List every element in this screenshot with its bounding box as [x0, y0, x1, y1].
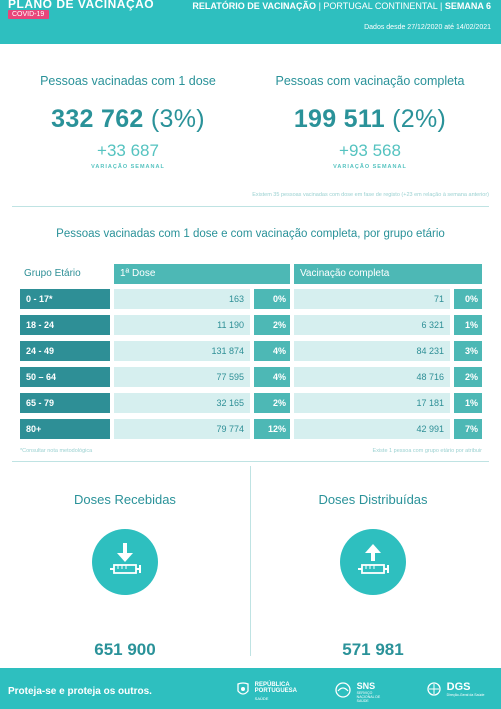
dose-value: 651 900 — [94, 640, 156, 659]
complete-count: 17 181 — [294, 393, 450, 413]
stat-number: 332 762 — [51, 105, 144, 133]
first-dose-percent: 0% — [254, 289, 290, 309]
stat-variation-label: VARIAÇÃO SEMANAL — [91, 164, 165, 170]
sns-title: SNS — [356, 681, 376, 691]
complete-percent: 2% — [454, 367, 482, 387]
syringe-arrow-up-icon — [340, 529, 406, 595]
first-dose-count: 131 874 — [114, 341, 250, 361]
first-dose-count: 77 595 — [114, 367, 250, 387]
page-footer: Proteja-se e proteja os outros. REPÚBLIC… — [0, 668, 501, 709]
report-title: RELATÓRIO DE VACINAÇÃO — [192, 1, 317, 11]
divider — [12, 461, 489, 462]
dose-title: Doses Recebidas — [74, 492, 176, 507]
stat-percent: (3%) — [150, 105, 205, 133]
stat-number: 199 511 — [293, 105, 385, 133]
age-group-cell: 24 - 49 — [20, 341, 110, 361]
footer-slogan: Proteja-se e proteja os outros. — [8, 686, 152, 697]
table-row: 24 - 49 131 874 4% 84 231 3% — [0, 341, 501, 361]
header-age-group: Grupo Etário — [24, 268, 81, 279]
stat-one-dose: Pessoas vacinadas com 1 dose 332 762 (3%… — [13, 74, 243, 170]
unassigned-age-note: Existe 1 pessoa com grupo etário por atr… — [372, 448, 482, 454]
complete-count: 84 231 — [294, 341, 450, 361]
age-group-cell: 18 - 24 — [20, 315, 110, 335]
methodology-note: *Consultar nota metodológica — [20, 448, 93, 454]
registration-note: Existem 35 pessoas vacinadas com dose em… — [252, 192, 489, 198]
stat-value: 199 511 (2%) — [255, 105, 485, 134]
dgs-subtitle: Direção-Geral da Saúde — [446, 693, 485, 697]
complete-count: 6 321 — [294, 315, 450, 335]
first-dose-percent: 4% — [254, 367, 290, 387]
dgs-emblem-icon — [427, 682, 441, 696]
separator: | — [318, 1, 324, 11]
complete-count: 48 716 — [294, 367, 450, 387]
header-complete: Vacinação completa — [294, 264, 482, 284]
first-dose-percent: 2% — [254, 393, 290, 413]
dgs-logo: DGS Direção-Geral da Saúde — [426, 682, 484, 698]
header-first-dose: 1ª Dose — [114, 264, 290, 284]
report-title-line: RELATÓRIO DE VACINAÇÃO | PORTUGAL CONTIN… — [192, 1, 491, 11]
age-group-cell: 80+ — [20, 419, 110, 439]
complete-percent: 7% — [454, 419, 482, 439]
date-range: Dados desde 27/12/2020 até 14/02/2021 — [364, 24, 491, 31]
dose-value: 571 981 — [342, 640, 404, 659]
table-row: 80+ 79 774 12% 42 991 7% — [0, 419, 501, 439]
table-title: Pessoas vacinadas com 1 dose e com vacin… — [56, 228, 445, 240]
first-dose-count: 163 — [114, 289, 250, 309]
republica-line2: PORTUGUESA — [254, 688, 298, 694]
dgs-title: DGS — [446, 681, 471, 693]
brand-title: PLANO DE VACINAÇÃO — [8, 0, 155, 11]
stat-variation-label: VARIAÇÃO SEMANAL — [333, 164, 407, 170]
separator: | — [439, 1, 445, 11]
first-dose-percent: 4% — [254, 341, 290, 361]
dgs-text: DGS Direção-Geral da Saúde — [446, 681, 485, 698]
age-group-cell: 50 – 64 — [20, 367, 110, 387]
table-row: 0 - 17* 163 0% 71 0% — [0, 289, 501, 309]
age-group-cell: 65 - 79 — [20, 393, 110, 413]
stat-title: Pessoas vacinadas com 1 dose — [40, 74, 216, 88]
doses-received: Doses Recebidas 651 900 — [25, 492, 225, 660]
first-dose-percent: 2% — [254, 315, 290, 335]
sns-text: SNS SERVIÇO NACIONAL DE SAÚDE — [356, 681, 387, 704]
republica-text: REPÚBLICA PORTUGUESA SAÚDE — [255, 682, 297, 702]
sns-subtitle: SERVIÇO NACIONAL DE SAÚDE — [356, 691, 381, 703]
complete-percent: 0% — [454, 289, 482, 309]
report-week: SEMANA 6 — [444, 1, 491, 11]
divider — [12, 206, 489, 207]
complete-percent: 1% — [454, 393, 482, 413]
republica-line1: REPÚBLICA — [254, 682, 290, 688]
republica-line3: SAÚDE — [254, 696, 269, 701]
republica-portuguesa-logo: REPÚBLICA PORTUGUESA SAÚDE — [236, 682, 297, 702]
doses-distributed: Doses Distribuídas 571 981 — [273, 492, 473, 660]
dose-title: Doses Distribuídas — [318, 492, 428, 507]
stat-percent: (2%) — [392, 105, 447, 133]
first-dose-count: 79 774 — [114, 419, 250, 439]
table-row: 18 - 24 11 190 2% 6 321 1% — [0, 315, 501, 335]
sns-emblem-icon — [335, 682, 351, 698]
table-row: 50 – 64 77 595 4% 48 716 2% — [0, 367, 501, 387]
stat-value: 332 762 (3%) — [13, 105, 243, 134]
first-dose-percent: 12% — [254, 419, 290, 439]
complete-percent: 1% — [454, 315, 482, 335]
page-header: PLANO DE VACINAÇÃO COVID-19 RELATÓRIO DE… — [0, 0, 501, 44]
complete-count: 42 991 — [294, 419, 450, 439]
republica-emblem-icon — [237, 682, 249, 695]
complete-count: 71 — [294, 289, 450, 309]
first-dose-count: 11 190 — [114, 315, 250, 335]
sns-logo: SNS SERVIÇO NACIONAL DE SAÚDE — [334, 682, 387, 704]
first-dose-count: 32 165 — [114, 393, 250, 413]
stat-complete: Pessoas com vacinação completa 199 511 (… — [255, 74, 485, 170]
table-row: 65 - 79 32 165 2% 17 181 1% — [0, 393, 501, 413]
syringe-arrow-down-icon — [92, 529, 158, 595]
vertical-divider — [250, 466, 251, 656]
report-scope: PORTUGAL CONTINENTAL — [323, 1, 438, 11]
brand-badge: COVID-19 — [8, 10, 50, 19]
age-group-cell: 0 - 17* — [20, 289, 110, 309]
stat-variation: +33 687 — [97, 141, 159, 160]
stat-variation: +93 568 — [339, 141, 401, 160]
complete-percent: 3% — [454, 341, 482, 361]
stat-title: Pessoas com vacinação completa — [275, 74, 465, 88]
